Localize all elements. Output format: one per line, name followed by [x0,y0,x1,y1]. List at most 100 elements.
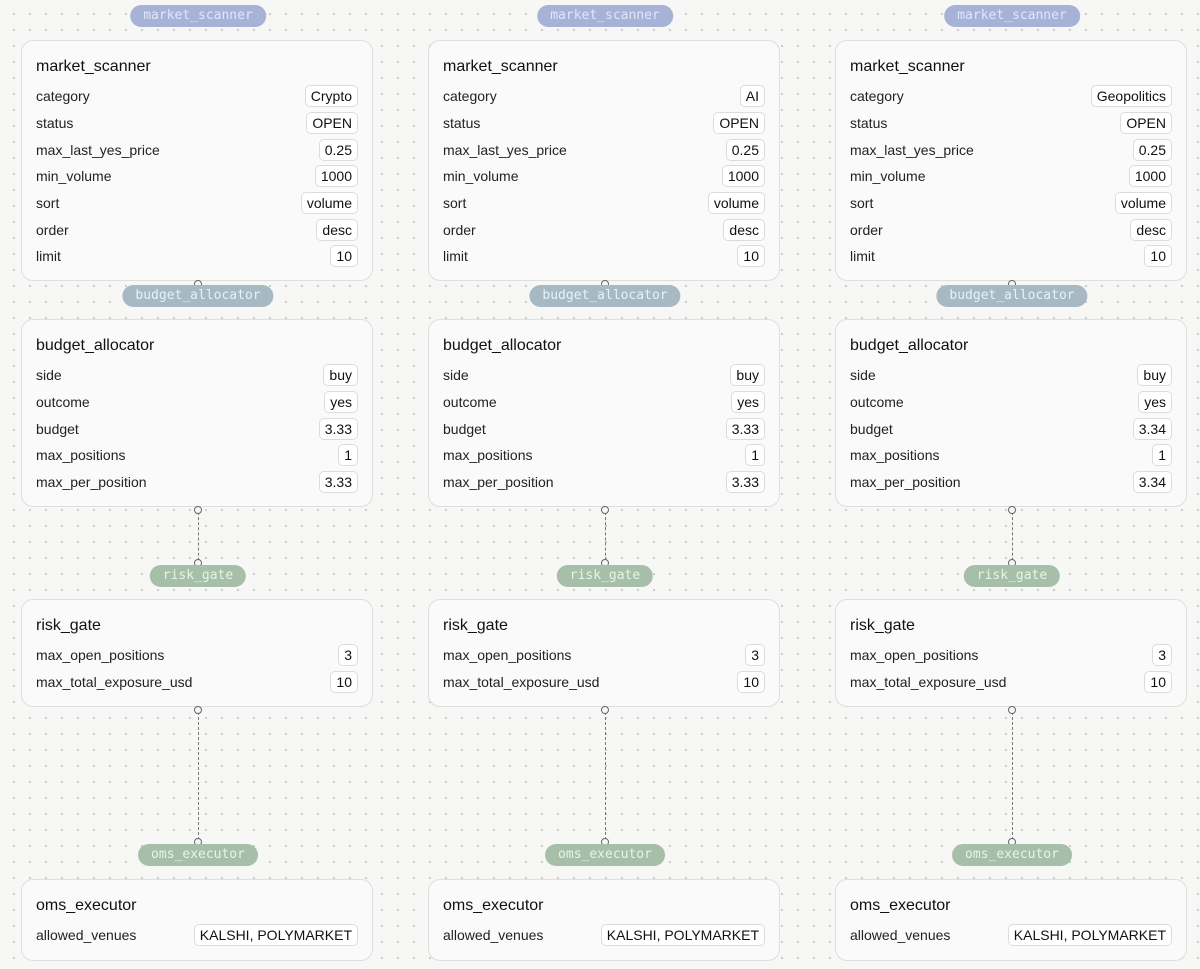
risk-gate-card[interactable]: risk_gate max_open_positions 3 max_total_ex… [428,599,780,707]
param-row: side buy [850,362,1172,389]
risk-gate-card[interactable]: risk_gate max_open_positions 3 max_total_ex… [21,599,373,707]
param-key: order [36,221,69,238]
param-value[interactable]: yes [324,391,358,414]
param-row: sort volume [36,190,358,217]
param-row: limit 10 [443,243,765,270]
risk-gate-node-label[interactable]: risk_gate [963,565,1061,587]
param-row: budget 3.33 [443,415,765,442]
oms-executor-card[interactable]: oms_executor allowed_venues KALSHI, POLYMA… [835,879,1187,961]
param-value[interactable]: AI [739,85,765,108]
param-value[interactable]: 10 [1144,671,1172,694]
param-key: status [850,115,888,132]
market-scanner-card[interactable]: market_scanner category Geopolitics status O… [835,40,1187,281]
param-key: category [36,88,90,105]
param-value[interactable]: 10 [737,245,765,268]
oms-executor-node-label[interactable]: oms_executor [952,844,1072,866]
market-scanner-node-label[interactable]: market_scanner [944,5,1080,27]
param-key: category [443,88,497,105]
param-value[interactable]: 10 [330,671,358,694]
param-value[interactable]: yes [1138,391,1172,414]
market-scanner-node-label[interactable]: market_scanner [130,5,266,27]
param-row: allowed_venues KALSHI, POLYMARKET [443,922,765,949]
param-key: sort [850,195,874,212]
param-row: order desc [443,216,765,243]
budget-allocator-card[interactable]: budget_allocator side buy outcome yes budget 3… [835,319,1187,507]
param-value[interactable]: 3.33 [725,471,765,494]
param-value[interactable]: 10 [737,671,765,694]
param-value[interactable]: 3 [338,644,358,667]
param-value[interactable]: desc [723,218,765,241]
param-value[interactable]: buy [1137,364,1172,387]
connector-port-out [601,506,609,514]
param-value[interactable]: 0.25 [725,138,765,161]
param-value[interactable]: volume [1114,192,1172,215]
oms-executor-node-label[interactable]: oms_executor [545,844,665,866]
param-value[interactable]: buy [323,364,358,387]
param-value[interactable]: OPEN [713,112,765,135]
oms-executor-card[interactable]: oms_executor allowed_venues KALSHI, POLYMA… [21,879,373,961]
param-key: side [36,367,62,384]
budget-allocator-node-label[interactable]: budget_allocator [529,285,681,307]
param-row: min_volume 1000 [36,163,358,190]
pipeline-column: market_scanner market_scanner category Cryp… [21,0,377,969]
budget-allocator-node-label[interactable]: budget_allocator [936,285,1088,307]
connector-line [198,707,199,855]
param-value[interactable]: desc [316,218,358,241]
param-key: side [443,367,469,384]
param-value[interactable]: 10 [1144,245,1172,268]
oms-executor-card[interactable]: oms_executor allowed_venues KALSHI, POLYMA… [428,879,780,961]
risk-gate-node-label[interactable]: risk_gate [556,565,654,587]
budget-allocator-card[interactable]: budget_allocator side buy outcome yes budget 3… [21,319,373,507]
param-row: max_per_position 3.34 [850,469,1172,496]
param-key: sort [443,195,467,212]
param-row: category Crypto [36,83,358,110]
param-key: max_per_position [850,474,961,491]
oms-executor-node-label[interactable]: oms_executor [138,844,258,866]
market-scanner-card[interactable]: market_scanner category Crypto status OPEN ma… [21,40,373,281]
param-value[interactable]: OPEN [1120,112,1172,135]
param-value[interactable]: 1 [338,444,358,467]
market-scanner-card[interactable]: market_scanner category AI status OPEN max_la… [428,40,780,281]
param-row: max_last_yes_price 0.25 [36,136,358,163]
param-value[interactable]: 3.34 [1132,417,1172,440]
param-value[interactable]: 3 [745,644,765,667]
param-value[interactable]: 1 [745,444,765,467]
param-value[interactable]: KALSHI, POLYMARKET [600,924,765,947]
param-value[interactable]: 3.33 [725,417,765,440]
param-value[interactable]: Geopolitics [1090,85,1172,108]
budget-allocator-card[interactable]: budget_allocator side buy outcome yes budget 3… [428,319,780,507]
param-value[interactable]: OPEN [306,112,358,135]
param-row: allowed_venues KALSHI, POLYMARKET [850,922,1172,949]
param-key: max_last_yes_price [443,141,567,158]
param-value[interactable]: 10 [330,245,358,268]
param-value[interactable]: KALSHI, POLYMARKET [1007,924,1172,947]
param-value[interactable]: 3.33 [318,417,358,440]
param-value[interactable]: 0.25 [1132,138,1172,161]
market-scanner-node-label[interactable]: market_scanner [537,5,673,27]
param-value[interactable]: 1000 [721,165,765,188]
param-key: max_total_exposure_usd [443,674,600,691]
risk-gate-node-label[interactable]: risk_gate [149,565,247,587]
param-row: status OPEN [36,110,358,137]
param-row: max_last_yes_price 0.25 [850,136,1172,163]
param-value[interactable]: volume [707,192,765,215]
param-value[interactable]: 1000 [1128,165,1172,188]
risk-gate-card[interactable]: risk_gate max_open_positions 3 max_total_ex… [835,599,1187,707]
budget-allocator-node-label[interactable]: budget_allocator [122,285,274,307]
param-key: min_volume [36,168,112,185]
param-key: outcome [36,394,90,411]
param-value[interactable]: Crypto [304,85,358,108]
param-value[interactable]: buy [730,364,765,387]
param-value[interactable]: 3.33 [318,471,358,494]
param-value[interactable]: 1000 [314,165,358,188]
param-value[interactable]: yes [731,391,765,414]
param-value[interactable]: 3 [1152,644,1172,667]
param-value[interactable]: volume [300,192,358,215]
param-value[interactable]: 3.34 [1132,471,1172,494]
param-value[interactable]: desc [1130,218,1172,241]
param-key: max_positions [850,447,940,464]
param-value[interactable]: 1 [1152,444,1172,467]
param-value[interactable]: 0.25 [318,138,358,161]
param-value[interactable]: KALSHI, POLYMARKET [193,924,358,947]
